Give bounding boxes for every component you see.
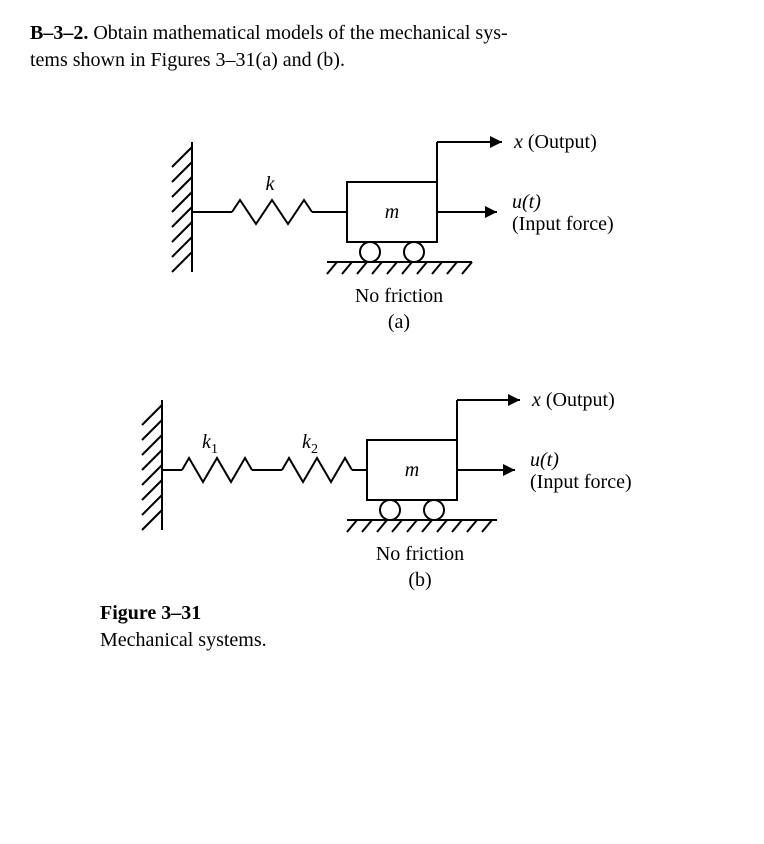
sub-b-label: (b) [408,569,431,590]
problem-statement: B–3–2. Obtain mathematical models of the… [30,20,734,74]
input-text-b: (Input force) [530,471,632,493]
mass-label-b: m [405,459,419,481]
diagram-a-svg: k m x (Output) u(t) (Input force) No fri… [102,102,662,332]
figure-b: k1 k2 m x (Output) u(t) (Input force) No… [30,360,734,590]
mass-label-a: m [385,201,399,223]
problem-line2: tems shown in Figures 3–31(a) and (b). [30,49,345,71]
figure-caption-text: Mechanical systems. [100,629,267,651]
problem-line1: Obtain mathematical models of the mechan… [93,22,507,44]
diagram-b-svg: k1 k2 m x (Output) u(t) (Input force) No… [102,360,662,590]
spring-k2-label: k2 [302,431,318,457]
output-label-a: x (Output) [513,131,597,153]
figure-caption: Figure 3–31 Mechanical systems. [100,600,734,654]
sub-a-label: (a) [388,311,410,332]
output-label-b: x (Output) [531,389,615,411]
figure-number: Figure 3–31 [100,602,201,624]
no-friction-a: No friction [355,285,443,307]
figure-a: k m x (Output) u(t) (Input force) No fri… [30,102,734,332]
input-var-b: u(t) [530,449,559,471]
spring-k1-label: k1 [202,431,218,457]
no-friction-b: No friction [376,543,464,565]
problem-id: B–3–2. [30,22,88,44]
input-var-a: u(t) [512,191,541,213]
input-text-a: (Input force) [512,213,614,235]
spring-k-label: k [266,173,276,195]
